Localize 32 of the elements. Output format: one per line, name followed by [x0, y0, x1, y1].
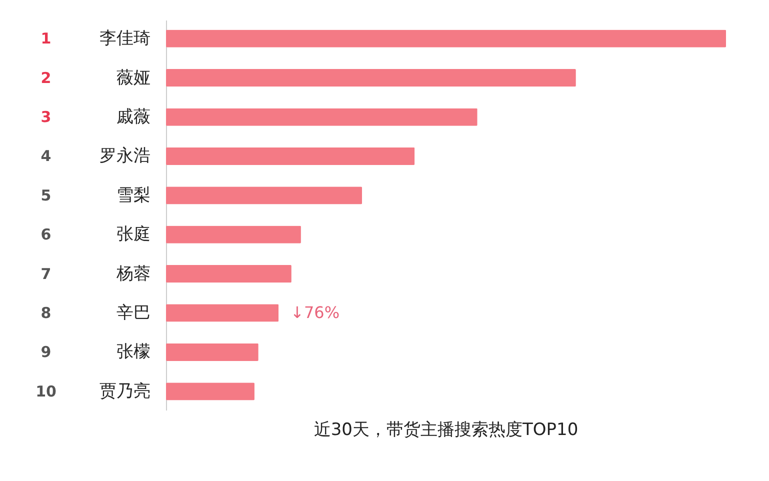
y-tick-label: 张庭	[116, 224, 150, 245]
annotation: ↓76%	[290, 302, 340, 322]
text: 5	[40, 186, 52, 204]
y-tick-label: 杨蓉	[116, 264, 150, 284]
y-tick-label: 贾乃亮	[100, 381, 150, 402]
bar	[166, 382, 254, 400]
text: 6	[40, 226, 52, 244]
text: 7	[40, 264, 52, 283]
bar	[166, 304, 279, 322]
text: 4	[40, 147, 52, 166]
text: 3	[40, 108, 52, 126]
text: 8	[40, 304, 52, 322]
text: 2	[40, 68, 52, 87]
bar	[166, 68, 576, 87]
y-tick-label: 张檬	[116, 342, 150, 362]
bar	[166, 147, 415, 166]
y-tick-label: 辛巴	[116, 302, 150, 323]
y-tick-label: 罗永浩	[100, 146, 150, 166]
y-tick-label: 雪梨	[116, 185, 150, 206]
text: 近30天，带货主播搜索热度TOP10	[314, 420, 578, 440]
bar	[166, 264, 292, 283]
text: 10	[36, 382, 56, 400]
bar	[166, 186, 362, 204]
bar	[166, 226, 301, 244]
bar	[166, 108, 478, 126]
y-tick-label: 李佳琦	[100, 28, 150, 49]
y-tick-label: 薇娅	[116, 68, 150, 88]
text: 1	[40, 30, 52, 48]
y-tick-label: 戚薇	[116, 107, 150, 128]
bar	[166, 343, 258, 362]
bar	[166, 30, 726, 48]
text: 9	[40, 343, 52, 362]
